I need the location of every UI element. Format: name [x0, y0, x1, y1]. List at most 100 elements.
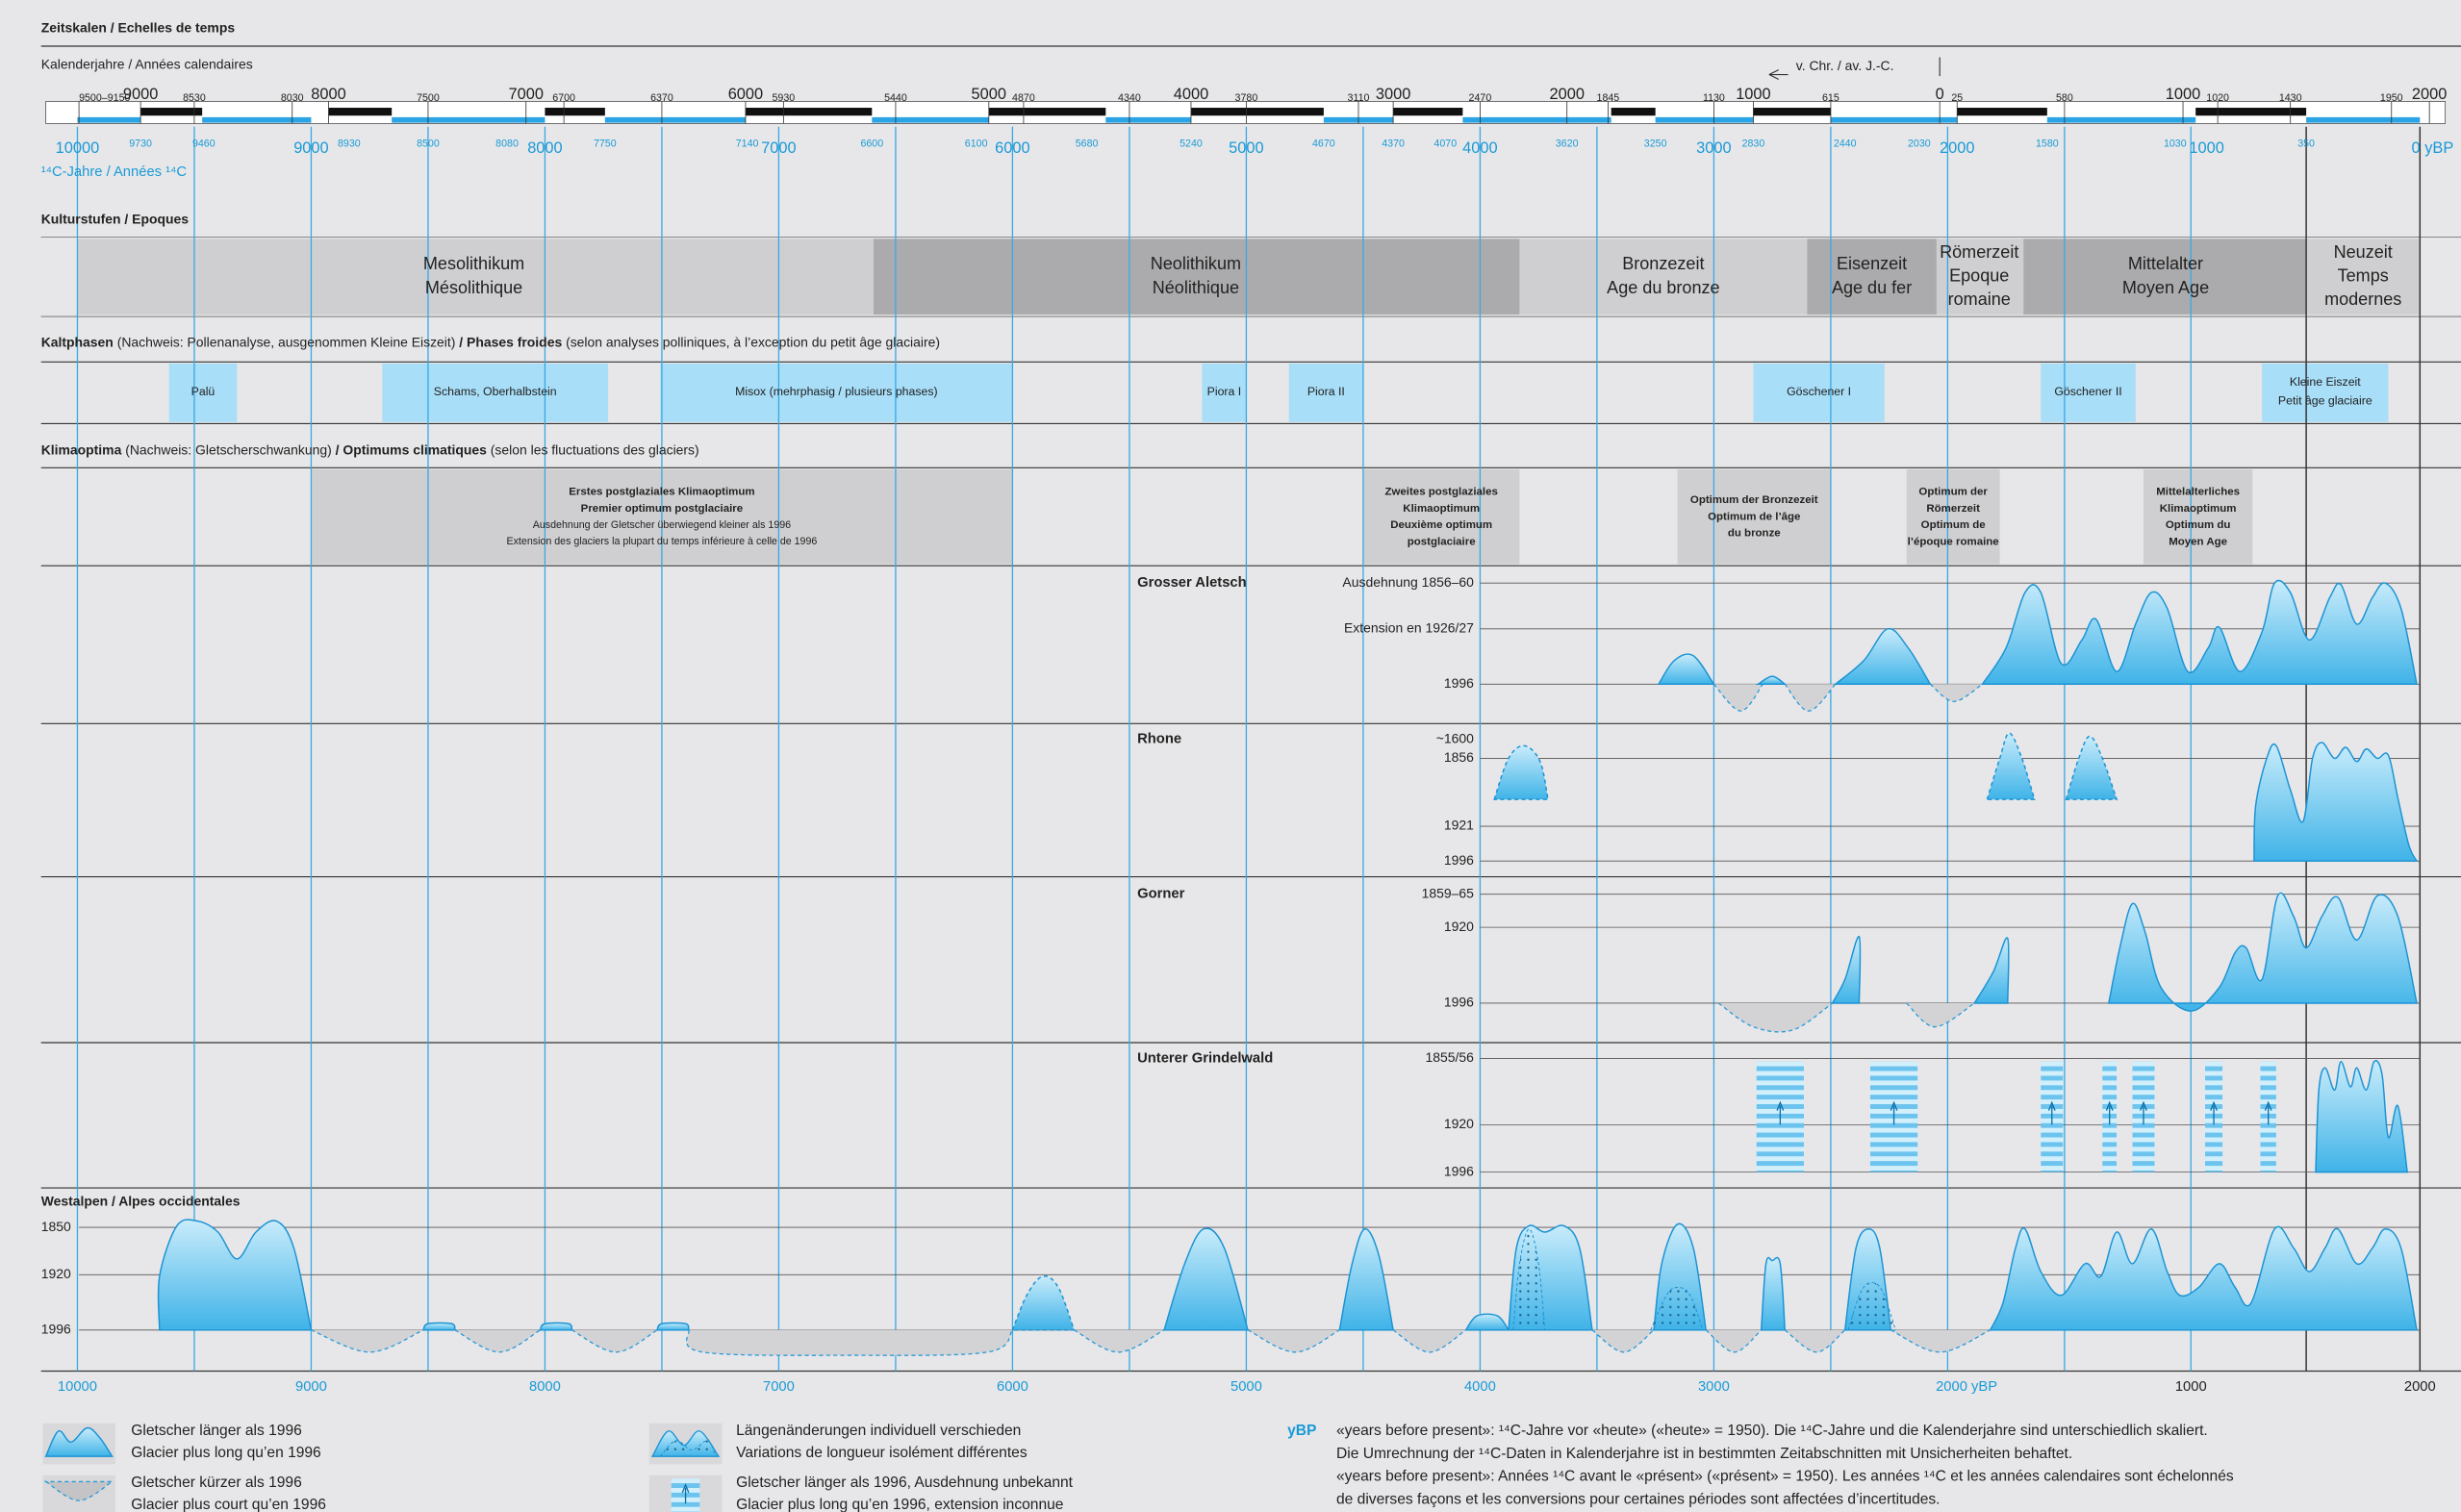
glacier-name: Unterer Grindelwald	[1137, 1050, 1273, 1066]
epoch-label: Bronzezeit	[1622, 254, 1704, 273]
section-title: Kulturstufen / Epoques	[41, 211, 190, 226]
glacier-shorter-outline	[1591, 1329, 1655, 1353]
cold-phase-label: Piora I	[1207, 385, 1242, 398]
epoch-band	[1807, 239, 1937, 315]
section-title: Kaltphasen (Nachweis: Pollenanalyse, aus…	[41, 334, 940, 349]
c14-segment	[202, 116, 312, 123]
glacier-shorter	[311, 1329, 424, 1352]
optimum-label: Zweites postglaziales	[1384, 487, 1497, 498]
optimum-label: l’époque romaine	[1908, 536, 1999, 547]
glacier-shorter	[571, 1329, 658, 1352]
optimum-label: Extension des glaciers la plupart du tem…	[507, 536, 818, 547]
cold-phase-label: Göschener II	[2054, 385, 2121, 398]
cold-phase-box	[660, 364, 1013, 422]
legend-text: Gletscher kürzer als 1996	[131, 1474, 302, 1491]
glacier-longer	[1493, 744, 1549, 800]
c14-tick-label: 3250	[1644, 139, 1667, 150]
bottom-axis-label: 4000	[1464, 1379, 1496, 1395]
arrow	[1890, 1100, 1898, 1125]
c14-tick-label: 3620	[1556, 139, 1579, 150]
cold-phase-label: Göschener I	[1787, 385, 1851, 398]
bottom-axis-label: 2000 yBP	[1936, 1379, 1997, 1395]
calendar-label: Kalenderjahre / Années calendaires	[41, 56, 253, 71]
cold-phase-label: Misox (mehrphasig / plusieurs phases)	[735, 385, 938, 398]
glacier-longer	[421, 1322, 457, 1331]
level-label: 1920	[41, 1266, 71, 1281]
calendar-tick-label: 8530	[183, 92, 206, 104]
optimum-label: Mittelalterliches	[2156, 487, 2240, 498]
glacier-variable	[1649, 1286, 1704, 1331]
section-title: Westalpen / Alpes occidentales	[41, 1194, 241, 1209]
note-text: de diverses façons et les conversions po…	[1336, 1491, 1941, 1507]
glacier-longer	[1755, 675, 1788, 686]
glacier-longer	[655, 1322, 691, 1331]
glacier-longer	[1464, 1313, 1510, 1331]
cold-phase-box	[2262, 364, 2389, 422]
glacier-shorter	[1890, 1329, 1991, 1352]
glacier-shorter	[1930, 684, 1983, 702]
heading: Zeitskalen / Echelles de temps	[41, 20, 236, 36]
note-text: «years before present»: ¹⁴C-Jahre vor «h…	[1336, 1423, 2208, 1439]
calendar-segment	[140, 108, 203, 116]
title-part: (Nachweis: Pollenanalyse, ausgenommen Kl…	[114, 334, 459, 349]
title-part: Kaltphasen	[41, 334, 114, 349]
epoch-label: Mittelalter	[2128, 254, 2203, 273]
glacier-longer	[1760, 1256, 1787, 1331]
c14-segment	[2306, 116, 2421, 123]
calendar-tick-label: 5930	[772, 92, 795, 104]
legend-text: Glacier plus long qu’en 1996, extension …	[736, 1497, 1063, 1512]
epoch-label: Moyen Age	[2122, 278, 2209, 297]
c14-tick-label: 350	[2297, 139, 2315, 150]
c14-tick-label: 6600	[860, 139, 883, 150]
c14-tick-label: 7750	[594, 139, 617, 150]
calendar-tick-label: 2000	[2412, 86, 2448, 103]
glacier-shorter-outline	[1784, 1329, 1846, 1353]
glacier-variable	[1512, 1228, 1546, 1331]
calendar-segment	[1393, 108, 1463, 116]
optimum-label: Optimum du	[2166, 519, 2231, 531]
c14-segment	[2046, 116, 2196, 123]
legend-text: Variations de longueur isolément différe…	[736, 1445, 1028, 1461]
c14-tick-label: 3000	[1696, 139, 1732, 157]
c14-tick-label: 9000	[293, 139, 329, 157]
calendar-tick-label: 580	[2056, 92, 2073, 104]
epoch-label: Mesolithikum	[423, 254, 524, 273]
note-text: Die Umrechnung der ¹⁴C-Daten in Kalender…	[1336, 1446, 2072, 1462]
bottom-axis-label: 3000	[1698, 1379, 1730, 1395]
glacier-shorter-outline	[1784, 683, 1837, 712]
legend-icon-variable	[659, 1440, 717, 1457]
calendar-tick-label: 0	[1936, 86, 1944, 103]
cold-phase-box	[1753, 364, 1885, 422]
c14-segment	[1105, 116, 1191, 123]
optimum-label: Deuxième optimum	[1390, 519, 1492, 531]
cold-phase-box	[1202, 364, 1247, 422]
glacier-longer	[1986, 732, 2036, 800]
glacier-shorter-outline	[571, 1329, 658, 1353]
glacier-shorter-outline	[311, 1329, 424, 1353]
calendar-tick-label: 6370	[650, 92, 673, 104]
c14-segment	[1655, 116, 1754, 123]
optimum-label: Erstes postglaziales Klimaoptimum	[569, 487, 754, 498]
bottom-axis-label: 10000	[58, 1379, 97, 1395]
optimum-label: Klimaoptimum	[1403, 503, 1480, 515]
glacier-longer	[1657, 653, 1715, 686]
calendar-tick-label: 1000	[1736, 86, 1771, 103]
arrow	[2047, 1100, 2056, 1125]
glacier-shorter	[1074, 1329, 1165, 1352]
level-label: 1996	[1444, 1163, 1474, 1178]
glacier-shorter-outline	[1247, 1329, 1340, 1353]
glacier-longer	[1831, 936, 1862, 1004]
glacier-shorter	[454, 1329, 541, 1352]
c14-tick-label: 9460	[192, 139, 216, 150]
calendar-tick-label: 3780	[1235, 92, 1258, 104]
level-label: 1996	[1444, 675, 1474, 691]
calendar-tick-label: 9000	[123, 86, 159, 103]
optimum-label: postglaciaire	[1408, 536, 1476, 547]
bc-arrow	[1768, 57, 1941, 80]
glacier-shorter	[1248, 1329, 1340, 1352]
cold-phase-label: Petit âge glaciaire	[2278, 394, 2372, 408]
title-part: Klimaoptima	[41, 441, 122, 457]
glacier-name: Grosser Aletsch	[1137, 575, 1247, 591]
legend-text: Glacier plus court qu’en 1996	[131, 1497, 326, 1512]
